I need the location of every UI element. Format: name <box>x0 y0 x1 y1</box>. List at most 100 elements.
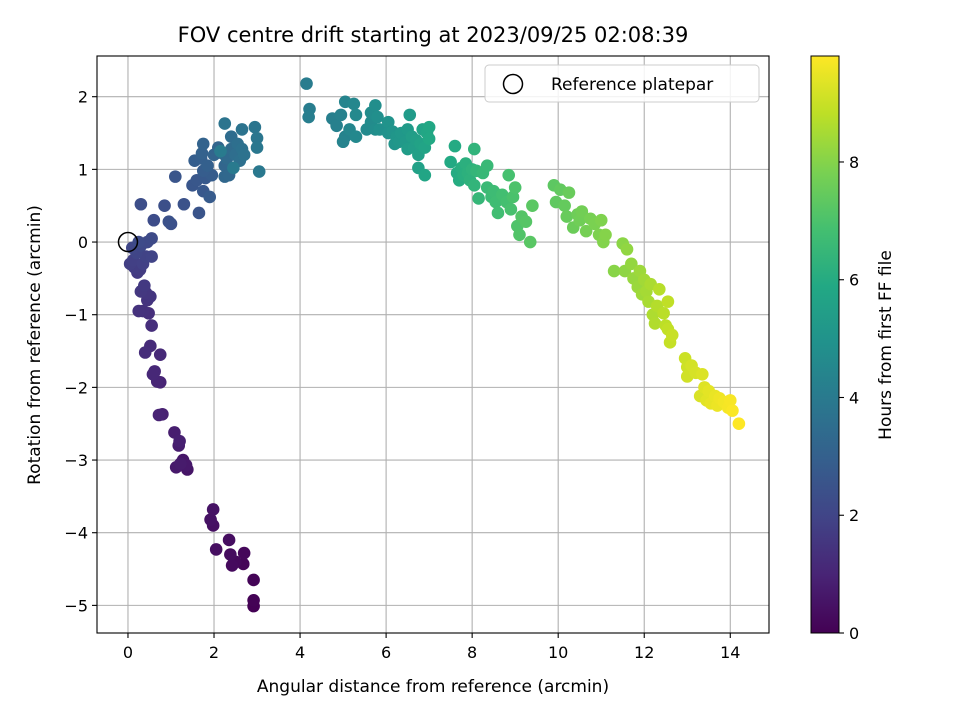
data-point <box>723 394 737 407</box>
data-point <box>138 346 152 359</box>
data-point <box>192 206 206 220</box>
data-point <box>248 120 262 134</box>
data-point <box>152 408 166 422</box>
data-point <box>138 279 151 292</box>
data-point <box>491 206 505 220</box>
data-point <box>468 179 481 192</box>
data-point <box>250 141 264 154</box>
reference-marker <box>117 231 139 253</box>
y-tick-label: 1 <box>78 160 88 179</box>
data-point <box>224 548 237 561</box>
x-tick-label: 12 <box>634 643 654 662</box>
data-point <box>247 593 260 607</box>
y-tick-label: −2 <box>64 378 88 397</box>
data-point <box>134 197 148 211</box>
colorbar-tick-label: 4 <box>849 388 859 407</box>
data-point <box>153 348 167 361</box>
data-point <box>237 148 251 162</box>
data-point <box>599 228 612 242</box>
legend: Reference platepar <box>484 64 760 103</box>
x-tick-label: 0 <box>123 643 133 662</box>
colorbar-tick-label: 0 <box>849 624 859 643</box>
data-point <box>665 328 679 342</box>
data-point <box>168 170 182 183</box>
data-point <box>222 533 236 547</box>
data-point <box>174 457 187 470</box>
data-point <box>330 119 343 133</box>
data-point <box>218 117 232 130</box>
data-point <box>523 235 537 249</box>
data-point <box>196 137 210 151</box>
x-axis-label: Angular distance from reference (arcmin) <box>257 677 609 697</box>
data-point <box>349 130 363 143</box>
data-point <box>652 282 666 296</box>
x-tick-label: 4 <box>295 643 305 662</box>
axes-frame <box>96 55 770 634</box>
data-point <box>145 232 158 245</box>
data-point <box>225 559 239 572</box>
legend-entry-reference: Reference platepar <box>551 75 713 95</box>
data-point <box>558 199 571 213</box>
data-point <box>195 147 209 160</box>
data-point <box>480 159 494 173</box>
x-tick-label: 6 <box>381 643 391 662</box>
data-point <box>519 215 533 228</box>
x-ticks: 0 2 4 6 8 10 12 14 <box>123 633 740 662</box>
data-point <box>726 404 739 417</box>
data-point <box>620 243 634 256</box>
data-point <box>204 513 217 526</box>
data-point <box>607 264 621 278</box>
data-point <box>594 213 608 227</box>
data-point <box>526 199 539 213</box>
data-point <box>349 108 363 122</box>
data-point <box>146 367 160 381</box>
y-tick-label: −4 <box>64 524 88 543</box>
data-point <box>158 199 171 213</box>
data-point <box>418 168 432 182</box>
data-point <box>237 546 251 560</box>
colorbar-gradient <box>810 55 840 634</box>
x-tick-label: 10 <box>548 643 568 662</box>
data-point <box>347 97 361 111</box>
data-point <box>472 192 485 205</box>
x-tick-label: 8 <box>467 643 477 662</box>
y-axis-label: Rotation from reference (arcmin) <box>25 205 45 485</box>
data-points <box>123 77 746 613</box>
data-point <box>448 139 462 153</box>
y-tick-label: 2 <box>78 88 88 107</box>
data-point <box>145 319 158 332</box>
data-point <box>336 135 350 149</box>
data-point <box>201 159 214 173</box>
data-point <box>162 215 176 228</box>
data-point <box>147 213 161 227</box>
y-tick-label: −3 <box>64 451 88 470</box>
data-point <box>403 108 417 122</box>
y-tick-label: −5 <box>64 596 88 615</box>
chart-title: FOV centre drift starting at 2023/09/25 … <box>178 23 689 47</box>
data-point <box>250 131 264 145</box>
data-point <box>214 144 227 158</box>
data-point <box>235 123 249 136</box>
data-point <box>422 120 436 134</box>
legend-box <box>484 64 760 103</box>
data-point <box>657 306 670 320</box>
data-point <box>300 77 313 90</box>
data-point <box>132 235 146 249</box>
data-point <box>513 228 526 242</box>
data-point <box>381 115 395 129</box>
colorbar-tick-label: 2 <box>849 506 859 525</box>
data-point <box>173 434 186 448</box>
data-point <box>562 186 576 199</box>
y-tick-label: −1 <box>64 306 88 325</box>
data-point <box>334 108 348 122</box>
data-point <box>560 210 574 223</box>
data-point <box>371 110 384 124</box>
data-point <box>506 190 520 204</box>
y-tick-label: 0 <box>78 233 88 252</box>
data-point <box>206 503 220 516</box>
data-point <box>648 317 662 330</box>
colorbar-label: Hours from first FF file <box>876 250 896 440</box>
data-point <box>203 190 217 204</box>
data-point <box>661 295 675 308</box>
